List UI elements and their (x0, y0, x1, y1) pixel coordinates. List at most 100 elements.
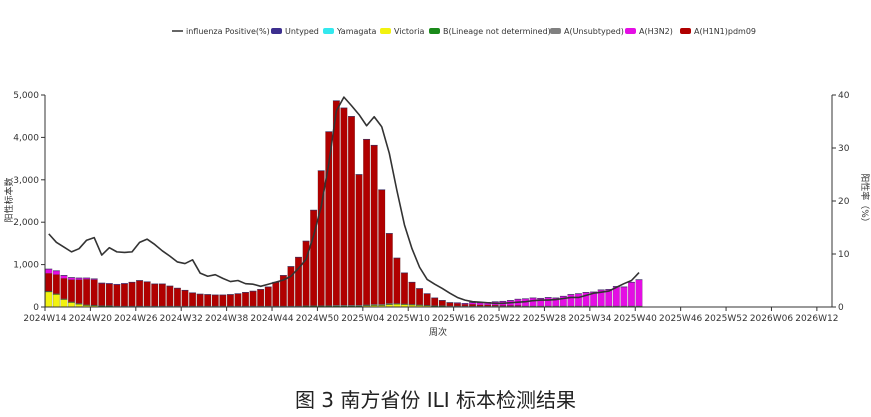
bar-segment (332, 100, 340, 102)
y-tick-label: 3,000 (13, 176, 39, 186)
bar-segment (295, 256, 302, 258)
bar-segment (90, 278, 98, 280)
bar-segment (620, 286, 628, 307)
bar-segment (128, 282, 136, 307)
bar-segment (219, 294, 227, 296)
bar-segment (90, 279, 98, 306)
bar-segment (597, 289, 605, 291)
bar-segment (234, 293, 242, 295)
bar-segment (105, 283, 113, 284)
bar-segment (68, 277, 75, 278)
legend-swatch (680, 28, 691, 34)
legend-label: Untyped (285, 27, 319, 36)
y-tick-label: 4,000 (13, 133, 39, 143)
bar-segment (264, 286, 272, 307)
bar-segment (567, 294, 575, 295)
x-tick-label: 2026W06 (750, 314, 794, 324)
bar-segment (385, 233, 393, 304)
bar-segment (136, 280, 144, 307)
bar-segment (68, 302, 75, 308)
y2-tick-label: 10 (838, 250, 850, 260)
bar-segment (310, 209, 318, 211)
bar-segment (68, 279, 75, 302)
bar-segment (423, 293, 431, 306)
bar-segment (340, 107, 348, 306)
y2-tick-label: 40 (838, 91, 850, 101)
bar-segment (302, 240, 310, 242)
bar-segment (272, 282, 280, 307)
bar-segment (499, 300, 507, 302)
positive-rate-line (48, 96, 640, 305)
bar-segment (453, 303, 461, 307)
bar-segment (552, 297, 560, 299)
x-tick-label: 2024W26 (114, 314, 158, 324)
bar-segment (446, 302, 454, 303)
x-tick-label: 2026W12 (795, 314, 838, 324)
x-tick-label: 2025W22 (477, 314, 520, 324)
bar-segment (204, 294, 212, 307)
legend-label: A(H3N2) (639, 27, 673, 36)
bar-segment (45, 268, 53, 270)
bar-segment (257, 289, 265, 290)
bar-segment (181, 290, 189, 307)
bar-segment (287, 266, 295, 267)
y2-axis-title: 阳性率（%） (859, 173, 871, 227)
x-tick-label: 2025W52 (704, 314, 747, 324)
bar-segment (242, 292, 249, 293)
bar-segment (98, 283, 106, 306)
y-tick-label: 1,000 (13, 261, 39, 271)
bar-segment (211, 294, 219, 296)
figure-caption: 图 3 南方省份 ILI 标本检测结果 (294, 388, 577, 412)
axes: 0 1,000 2,000 3,000 4,000 5,000 0 10 20 30 40 2024W… (13, 91, 849, 324)
x-tick-label: 2025W10 (387, 314, 431, 324)
bar-segment (158, 283, 166, 307)
bar-segment (416, 288, 424, 305)
bar-segment (83, 279, 91, 305)
bar-segment (264, 286, 272, 288)
bar-segment (355, 174, 363, 306)
bar-segment (575, 293, 582, 295)
bar-segment (317, 170, 325, 172)
bar-segment (45, 273, 53, 292)
bar-segment (559, 295, 567, 297)
bar-segment (279, 275, 287, 276)
y-axis-title: 阳性标本数 (3, 177, 15, 222)
bar-segment (385, 233, 393, 234)
bar-segment (75, 279, 83, 304)
bar-segment (355, 174, 363, 175)
y-tick-label: 0 (33, 303, 39, 313)
bar-segment (446, 302, 454, 307)
bar-segment (121, 283, 128, 307)
x-tick-label: 2025W16 (432, 314, 476, 324)
bar-segment (60, 299, 68, 308)
bar-segment (287, 266, 295, 307)
legend-swatch (380, 28, 391, 34)
bar-segment (242, 292, 249, 307)
bars (45, 100, 643, 308)
bar-segment (226, 294, 234, 295)
bar-segment (166, 285, 174, 287)
bar-segment (158, 283, 166, 285)
bar-segment (75, 277, 83, 279)
bar-segment (461, 303, 469, 304)
bar-segment (438, 300, 446, 301)
bar-segment (575, 293, 582, 307)
bar-segment (60, 275, 68, 276)
bar-segment (363, 138, 371, 140)
legend-label: A(H1N1)pdm09 (694, 27, 756, 36)
bar-segment (151, 283, 159, 285)
bar-segment (453, 302, 461, 304)
bar-segment (408, 281, 416, 283)
bar-segment (506, 300, 514, 301)
bar-segment (249, 290, 257, 307)
bar-segment (378, 189, 386, 191)
bar-segment (113, 284, 121, 307)
bar-segment (105, 283, 113, 306)
bar-segment (60, 278, 68, 299)
positive-rate-polyline (48, 96, 640, 305)
bar-segment (226, 294, 234, 307)
legend-label: influenza Positive(%) (186, 27, 270, 36)
bar-segment (204, 294, 212, 295)
bar-segment (484, 304, 492, 307)
bar-segment (45, 291, 53, 308)
